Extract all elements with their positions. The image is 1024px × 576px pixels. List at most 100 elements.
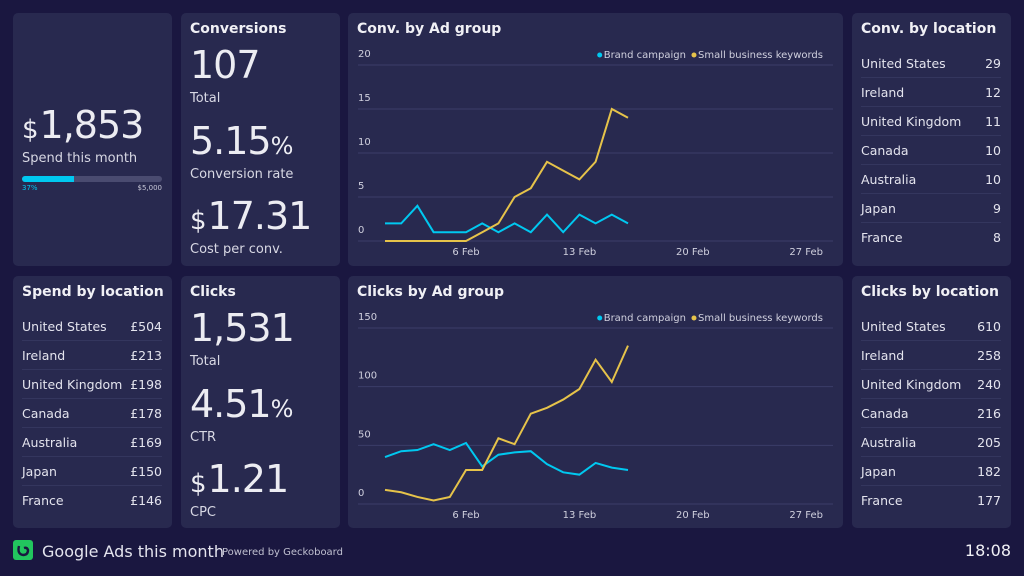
series-line <box>384 441 629 476</box>
table-row: Ireland £213 <box>22 341 162 370</box>
location-value: £169 <box>130 434 162 450</box>
table-row: Australia 205 <box>861 428 1001 457</box>
location-value: 12 <box>985 84 1001 100</box>
location-name: Ireland <box>861 347 905 363</box>
total-label: Total <box>190 91 221 106</box>
rate-value: 5.15 <box>190 119 272 163</box>
location-name: Ireland <box>22 347 66 363</box>
progress-percent: 37% <box>22 184 38 192</box>
panel-title: Conversions <box>190 21 287 37</box>
conv-by-ad-group-chart: 0 5 10 15 20 6 Feb 13 Feb 20 Feb 27 Feb Small bus… <box>358 49 833 258</box>
x-tick-label: 27 Feb <box>789 510 823 521</box>
location-value: £146 <box>130 493 162 508</box>
table-row: Japan 9 <box>861 194 1001 223</box>
table-row: United Kingdom 240 <box>861 370 1001 399</box>
location-value: 10 <box>985 171 1001 187</box>
spend-panel: $1,853 Spend this month 37% $5,000 <box>13 13 172 266</box>
spend-label: Spend this month <box>22 151 138 166</box>
table-row: United States £504 <box>22 312 162 341</box>
y-tick-label: 100 <box>358 371 377 382</box>
cost-label: Cost per conv. <box>190 242 283 257</box>
location-name: Japan <box>861 463 896 479</box>
clicks-by-location-panel: Clicks by location United States 610 Irela… <box>852 276 1011 528</box>
spend-progress-fill <box>22 176 74 182</box>
location-value: 29 <box>985 55 1001 71</box>
location-value: 10 <box>985 142 1001 158</box>
legend-dot-icon <box>597 315 603 321</box>
location-name: Canada <box>861 142 909 158</box>
location-name: Australia <box>861 434 917 450</box>
x-tick-label: 20 Feb <box>676 510 710 521</box>
panel-title: Spend by location <box>22 284 164 300</box>
cost-value: 17.31 <box>207 194 313 238</box>
table-row: Ireland 258 <box>861 341 1001 370</box>
x-tick-label: 6 Feb <box>452 510 479 521</box>
y-tick-label: 10 <box>358 137 371 148</box>
table-row: France £146 <box>22 486 162 515</box>
location-value: £178 <box>130 405 162 421</box>
currency-symbol: $ <box>22 115 39 145</box>
percent-unit: % <box>270 395 294 423</box>
location-value: 240 <box>977 376 1001 392</box>
spend-amount: 1,853 <box>39 103 145 147</box>
clock: 18:08 <box>964 541 1011 560</box>
location-value: £198 <box>130 376 162 392</box>
location-name: United States <box>861 318 946 334</box>
percent-unit: % <box>270 132 294 160</box>
series-line <box>384 345 629 502</box>
table-row: France 8 <box>861 223 1001 252</box>
panel-title: Clicks by location <box>861 284 999 300</box>
chart-title: Clicks by Ad group <box>357 284 504 300</box>
ctr: 4.51% <box>190 382 294 426</box>
location-value: £213 <box>130 347 162 363</box>
location-table: United States £504 Ireland £213 United Kingd… <box>22 312 162 515</box>
total-label: Total <box>190 354 221 369</box>
location-name: Japan <box>861 200 896 216</box>
conversions-panel: Conversions 107 Total 5.15% Conversion r… <box>181 13 340 266</box>
legend-label: Small business keywords <box>698 313 823 324</box>
rate-label: Conversion rate <box>190 167 294 182</box>
spend-by-location-panel: Spend by location United States £504 Irela… <box>13 276 172 528</box>
location-value: £150 <box>130 463 162 479</box>
legend-label: Brand campaign <box>604 313 686 324</box>
table-row: Japan £150 <box>22 457 162 486</box>
table-row: Canada 10 <box>861 136 1001 165</box>
location-name: United Kingdom <box>861 376 962 392</box>
conv-by-location-panel: Conv. by location United States 29 Ireland… <box>852 13 1011 266</box>
cpc-label: CPC <box>190 505 216 520</box>
location-name: Canada <box>861 405 909 421</box>
panel-title: Clicks <box>190 284 236 300</box>
y-tick-label: 15 <box>358 93 371 104</box>
conversion-rate: 5.15% <box>190 119 294 163</box>
clicks-chart-panel: Clicks by Ad group 0 50 100 150 6 Feb 13 Feb 2… <box>348 276 843 528</box>
legend-label: Small business keywords <box>698 50 823 61</box>
location-value: 9 <box>993 200 1001 216</box>
location-value: 205 <box>977 434 1001 450</box>
conversions-total: 107 <box>190 43 261 87</box>
spend-progress-bar <box>22 176 162 182</box>
table-row: France 177 <box>861 486 1001 515</box>
x-tick-label: 27 Feb <box>789 247 823 258</box>
series-line <box>385 204 629 234</box>
table-row: Canada 216 <box>861 399 1001 428</box>
table-row: Japan 182 <box>861 457 1001 486</box>
legend-label: Brand campaign <box>604 50 686 61</box>
location-name: Ireland <box>861 84 905 100</box>
conv-chart-panel: Conv. by Ad group 0 5 10 15 20 6 Feb 13 Feb 20 … <box>348 13 843 266</box>
table-row: United States 29 <box>861 49 1001 78</box>
currency-symbol: $ <box>190 469 207 499</box>
table-row: Australia £169 <box>22 428 162 457</box>
location-name: France <box>861 493 903 508</box>
ctr-label: CTR <box>190 430 217 445</box>
legend-dot-icon <box>597 52 603 58</box>
y-tick-label: 5 <box>358 181 364 192</box>
location-name: Canada <box>22 405 70 421</box>
location-name: Australia <box>22 434 78 450</box>
geckoboard-logo-icon <box>13 540 33 560</box>
legend-dot-icon <box>691 315 697 321</box>
ctr-value: 4.51 <box>190 382 272 426</box>
y-tick-label: 50 <box>358 429 371 440</box>
table-row: Ireland 12 <box>861 78 1001 107</box>
series-line <box>385 107 629 242</box>
x-tick-label: 13 Feb <box>563 510 597 521</box>
